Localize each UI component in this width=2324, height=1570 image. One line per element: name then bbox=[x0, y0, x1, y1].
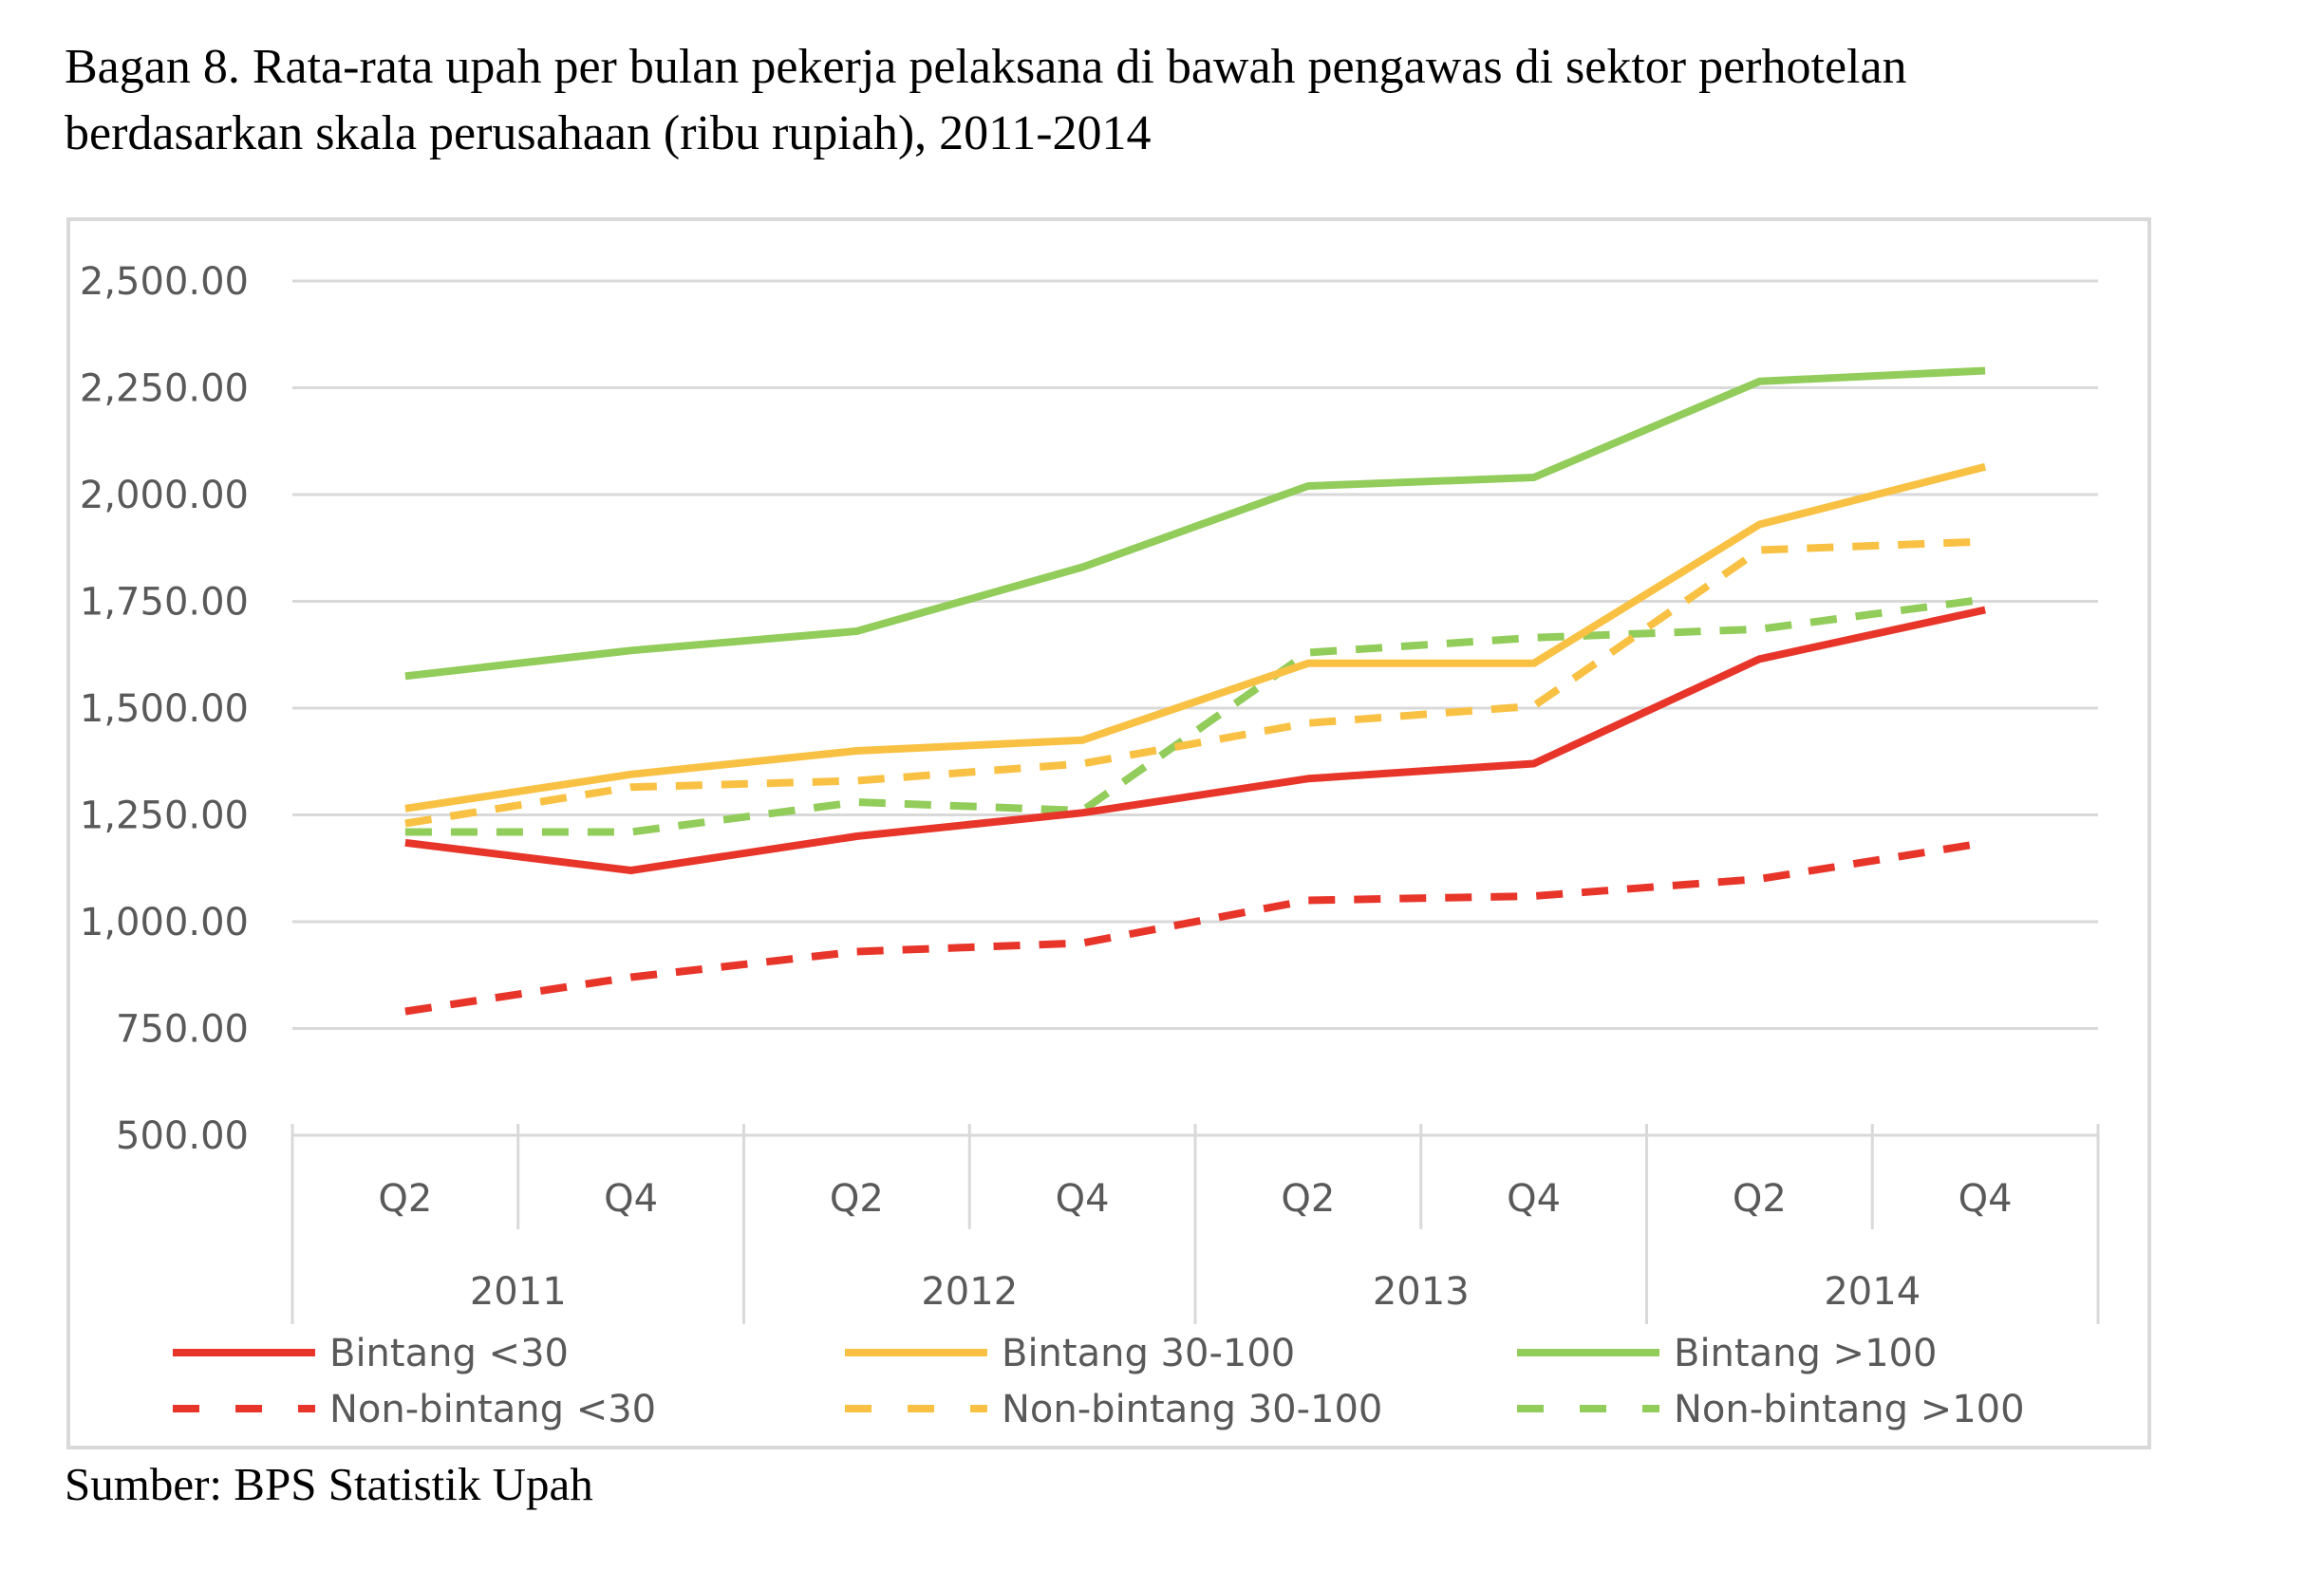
legend-label: Bintang <30 bbox=[329, 1332, 569, 1375]
series-lines bbox=[404, 366, 1987, 1016]
source-note: Sumber: BPS Statistik Upah bbox=[65, 1458, 593, 1510]
x-tick-label: Q2 bbox=[1281, 1177, 1335, 1221]
y-tick-label: 1,750.00 bbox=[80, 581, 249, 625]
x-axis: Q2 Q4 Q2 Q4 Q2 Q4 Q2 Q4 2011 2012 2013 2014 bbox=[290, 1124, 2100, 1324]
legend-label: Non-bintang <30 bbox=[329, 1388, 656, 1431]
series-line-non-bintang-30 bbox=[404, 838, 1986, 1016]
y-axis-tick-labels: 500.00 750.00 1,000.00 1,250.00 1,500.00 1,75… bbox=[80, 260, 249, 1158]
x-tick-label: Q2 bbox=[378, 1177, 432, 1221]
series-line-bintang-30-100 bbox=[404, 462, 1987, 813]
caption-line-2: berdasarkan skala perusahaan (ribu rupia… bbox=[65, 106, 1152, 160]
x-group-label: 2012 bbox=[921, 1270, 1018, 1314]
y-tick-label: 2,000.00 bbox=[80, 474, 249, 517]
x-tick-label: Q4 bbox=[1056, 1177, 1110, 1221]
x-tick-label: Q4 bbox=[1959, 1177, 2013, 1221]
x-group-label: 2013 bbox=[1373, 1270, 1470, 1314]
legend-label: Bintang 30-100 bbox=[1002, 1332, 1295, 1375]
chart-frame bbox=[66, 217, 2151, 1449]
y-tick-label: 750.00 bbox=[116, 1008, 249, 1052]
y-tick-label: 1,500.00 bbox=[80, 687, 249, 731]
series-line-bintang-30 bbox=[404, 606, 1986, 874]
y-tick-label: 2,500.00 bbox=[80, 260, 249, 304]
legend-label: Non-bintang >100 bbox=[1674, 1388, 2025, 1431]
series-line-bintang-100 bbox=[404, 366, 1986, 681]
x-tick-label: Q2 bbox=[830, 1177, 884, 1221]
x-group-label: 2011 bbox=[470, 1270, 567, 1314]
x-tick-label: Q4 bbox=[604, 1177, 658, 1221]
x-tick-label: Q2 bbox=[1733, 1177, 1787, 1221]
y-tick-label: 1,250.00 bbox=[80, 794, 249, 838]
x-tick-label: Q4 bbox=[1507, 1177, 1561, 1221]
series-line-non-bintang-30-100 bbox=[404, 537, 1986, 828]
y-tick-label: 500.00 bbox=[116, 1114, 249, 1158]
legend-label: Non-bintang 30-100 bbox=[1002, 1388, 1382, 1431]
y-tick-label: 2,250.00 bbox=[80, 367, 249, 411]
figure-caption: Bagan 8. Rata-rata upah per bulan pekerj… bbox=[65, 34, 2305, 167]
legend: Bintang <30 Bintang 30-100 Bintang >100 Non… bbox=[173, 1332, 2025, 1431]
series-line-non-bintang-100 bbox=[404, 595, 1986, 836]
legend-label: Bintang >100 bbox=[1674, 1332, 1937, 1375]
y-tick-label: 1,000.00 bbox=[80, 901, 249, 944]
gridlines bbox=[292, 279, 2098, 1030]
x-group-label: 2014 bbox=[1824, 1270, 1921, 1314]
caption-line-1: Bagan 8. Rata-rata upah per bulan pekerj… bbox=[65, 40, 1907, 94]
